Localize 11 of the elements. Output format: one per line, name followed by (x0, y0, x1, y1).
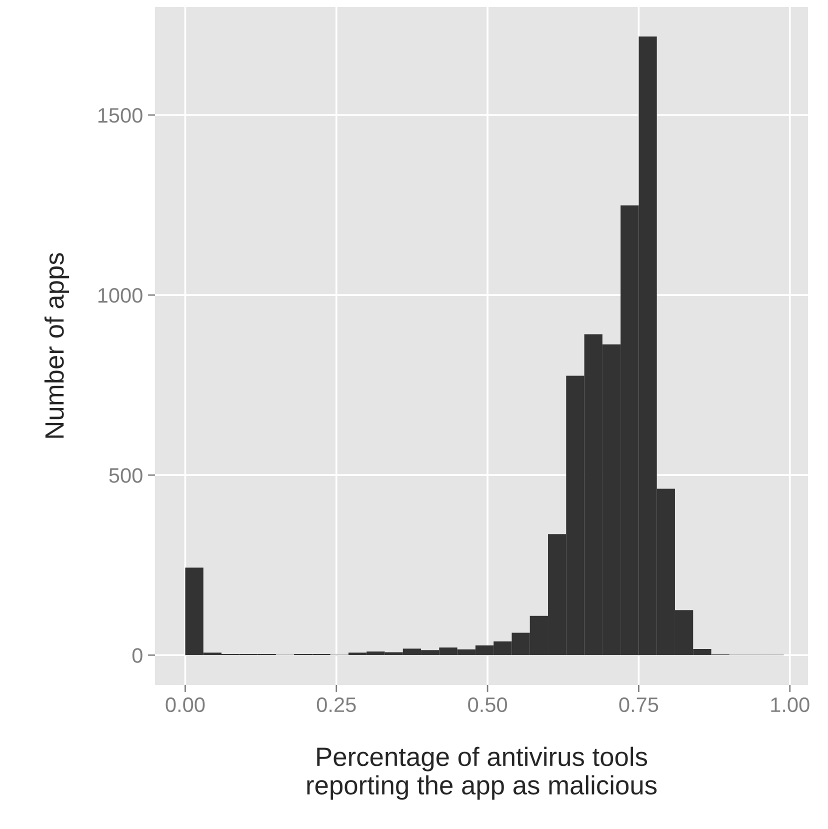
x-tick-label: 1.00 (771, 697, 810, 712)
y-tick-label: 1500 (98, 108, 142, 123)
x-tick-label: 0.75 (619, 697, 658, 712)
x-tick-label: 0.50 (468, 697, 508, 712)
y-tick-label: 500 (109, 468, 142, 483)
x-axis-title: Percentage of antivirus tools reporting the app as malicious (307, 746, 657, 800)
y-tick-label: 1000 (98, 288, 142, 303)
y-axis-title: Number of apps (44, 253, 70, 438)
x-tick-label: 0.00 (166, 697, 205, 712)
y-tick-label: 0 (132, 648, 142, 663)
x-tick-label: 0.25 (316, 697, 356, 712)
